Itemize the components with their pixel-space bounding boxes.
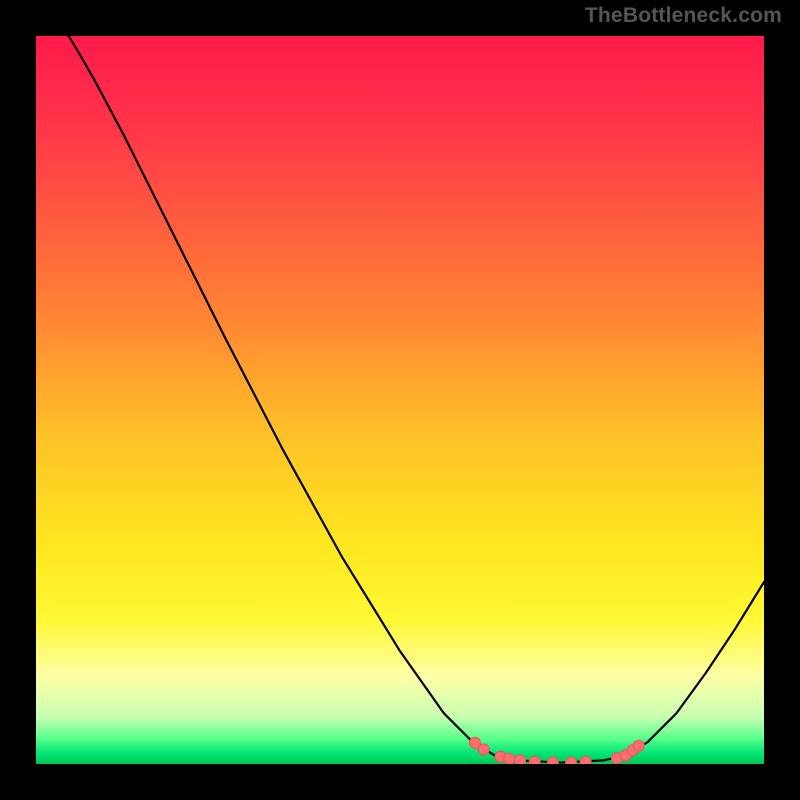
plot-area — [36, 36, 764, 764]
marker-point — [529, 756, 540, 764]
chart-frame: TheBottleneck.com — [0, 0, 800, 800]
watermark-text: TheBottleneck.com — [585, 4, 782, 28]
bottleneck-chart — [36, 36, 764, 764]
marker-point — [478, 744, 489, 755]
marker-point — [547, 757, 558, 764]
marker-point — [580, 756, 591, 764]
marker-point — [566, 757, 577, 764]
marker-point — [515, 755, 526, 764]
marker-point — [633, 740, 644, 751]
marker-point — [504, 753, 515, 764]
chart-background-gradient — [36, 36, 764, 764]
